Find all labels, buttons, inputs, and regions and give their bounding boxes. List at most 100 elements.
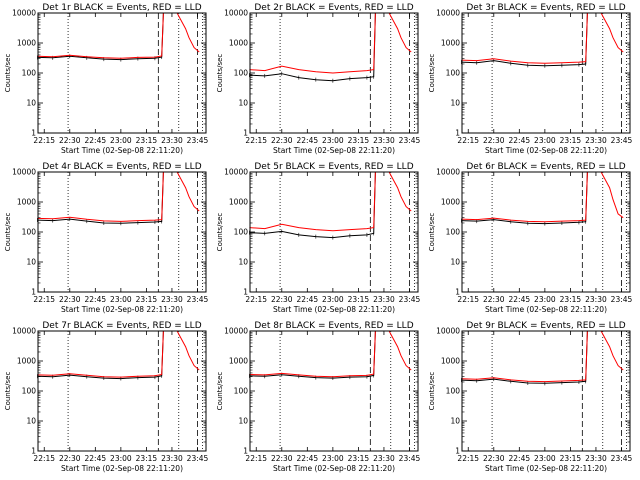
y-tick-label: 1 (243, 288, 248, 297)
y-tick-label: 1000 (441, 357, 460, 366)
panel-9: Det 9r BLACK = Events, RED = LLD Counts/s… (428, 321, 633, 473)
x-tick-label: 22:45 (297, 136, 319, 145)
panel-3: Det 3r BLACK = Events, RED = LLD Counts/s… (428, 3, 633, 155)
x-axis-label: Start Time (02-Sep-08 22:11:20) (485, 464, 607, 473)
x-tick-label: 22:15 (245, 454, 267, 463)
y-tick-label: 1 (455, 447, 460, 456)
panel-title: Det 2r BLACK = Events, RED = LLD (254, 3, 413, 13)
y-axis-label: Counts/sec (4, 54, 12, 93)
y-tick-label: 10 (26, 258, 36, 267)
x-tick-label: 22:45 (509, 295, 531, 304)
y-tick-label: 100 (234, 69, 249, 78)
panel-4: Det 4r BLACK = Events, RED = LLD Counts/s… (4, 162, 209, 314)
x-tick-label: 23:45 (399, 136, 421, 145)
x-tick-label: 22:45 (509, 136, 531, 145)
x-tick-label: 23:30 (585, 454, 607, 463)
x-tick-label: 23:15 (348, 136, 370, 145)
y-tick-label: 1 (243, 447, 248, 456)
x-tick-label: 23:45 (399, 295, 421, 304)
lld-series-line (37, 12, 200, 59)
x-tick-label: 22:15 (33, 295, 55, 304)
events-series-line (37, 330, 167, 380)
y-tick-label: 1 (31, 447, 36, 456)
y-tick-label: 10000 (224, 168, 248, 177)
y-tick-label: 100 (446, 69, 461, 78)
events-series-line (37, 12, 167, 61)
y-tick-label: 100 (446, 387, 461, 396)
x-tick-label: 22:30 (59, 454, 81, 463)
x-tick-label: 23:15 (136, 295, 158, 304)
x-tick-label: 22:15 (457, 454, 479, 463)
y-axis-label: Counts/sec (428, 372, 436, 411)
x-tick-label: 22:15 (245, 295, 267, 304)
panel-title: Det 9r BLACK = Events, RED = LLD (466, 321, 625, 331)
y-tick-label: 10 (238, 258, 248, 267)
y-tick-label: 1000 (441, 198, 460, 207)
y-tick-label: 10 (26, 417, 36, 426)
x-tick-label: 23:30 (585, 136, 607, 145)
x-tick-label: 23:15 (136, 136, 158, 145)
panel-2: Det 2r BLACK = Events, RED = LLD Counts/s… (216, 3, 421, 155)
lld-series-line (37, 330, 200, 378)
plot-frame (461, 12, 631, 134)
y-tick-label: 10 (450, 99, 460, 108)
y-tick-label: 10000 (224, 9, 248, 18)
y-tick-label: 100 (22, 228, 37, 237)
x-tick-label: 22:30 (271, 136, 293, 145)
panel-6: Det 6r BLACK = Events, RED = LLD Counts/s… (428, 162, 633, 314)
y-tick-label: 10000 (224, 327, 248, 336)
x-tick-label: 23:45 (187, 295, 209, 304)
y-tick-label: 1000 (229, 357, 248, 366)
y-tick-label: 10 (238, 99, 248, 108)
x-tick-label: 23:45 (399, 454, 421, 463)
plot-frame (249, 12, 419, 134)
x-tick-label: 22:15 (457, 295, 479, 304)
plot-frame (249, 171, 419, 293)
y-axis-label: Counts/sec (428, 54, 436, 93)
x-tick-label: 23:45 (611, 454, 633, 463)
y-axis-label: Counts/sec (216, 213, 224, 252)
y-axis-label: Counts/sec (216, 372, 224, 411)
x-tick-label: 22:45 (297, 454, 319, 463)
y-tick-label: 100 (22, 387, 37, 396)
x-tick-label: 23:30 (373, 295, 395, 304)
plot-frame (37, 12, 207, 134)
x-tick-label: 22:30 (271, 295, 293, 304)
x-tick-label: 23:15 (136, 454, 158, 463)
y-tick-label: 10000 (436, 327, 460, 336)
panel-1: Det 1r BLACK = Events, RED = LLD Counts/s… (4, 3, 209, 155)
y-tick-label: 10 (450, 258, 460, 267)
plot-frame (37, 330, 207, 452)
x-tick-label: 23:30 (373, 454, 395, 463)
x-tick-label: 22:45 (297, 295, 319, 304)
y-tick-label: 1 (455, 129, 460, 138)
y-tick-label: 1 (455, 288, 460, 297)
x-axis-label: Start Time (02-Sep-08 22:11:20) (273, 146, 395, 155)
y-tick-label: 10 (238, 417, 248, 426)
panel-title: Det 8r BLACK = Events, RED = LLD (254, 321, 413, 331)
x-tick-label: 23:30 (373, 136, 395, 145)
y-tick-label: 10000 (436, 168, 460, 177)
x-axis-label: Start Time (02-Sep-08 22:11:20) (61, 464, 183, 473)
x-tick-label: 23:45 (611, 136, 633, 145)
x-axis-label: Start Time (02-Sep-08 22:11:20) (61, 146, 183, 155)
x-axis-label: Start Time (02-Sep-08 22:11:20) (273, 305, 395, 314)
x-tick-label: 23:30 (161, 295, 183, 304)
lld-series-line (249, 12, 412, 74)
y-tick-label: 1 (243, 129, 248, 138)
x-tick-label: 23:00 (322, 454, 344, 463)
y-tick-label: 10000 (436, 9, 460, 18)
panel-title: Det 4r BLACK = Events, RED = LLD (42, 162, 201, 172)
lld-series-line (37, 171, 200, 222)
events-series-line (461, 171, 591, 225)
panel-5: Det 5r BLACK = Events, RED = LLD Counts/s… (216, 162, 421, 314)
y-tick-label: 1000 (17, 357, 36, 366)
x-tick-label: 22:15 (245, 136, 267, 145)
plot-frame (37, 171, 207, 293)
x-tick-label: 23:00 (534, 136, 556, 145)
x-tick-label: 23:30 (585, 295, 607, 304)
x-tick-label: 23:45 (187, 454, 209, 463)
x-tick-label: 23:00 (110, 136, 132, 145)
y-tick-label: 1000 (229, 39, 248, 48)
y-tick-label: 10000 (12, 9, 36, 18)
